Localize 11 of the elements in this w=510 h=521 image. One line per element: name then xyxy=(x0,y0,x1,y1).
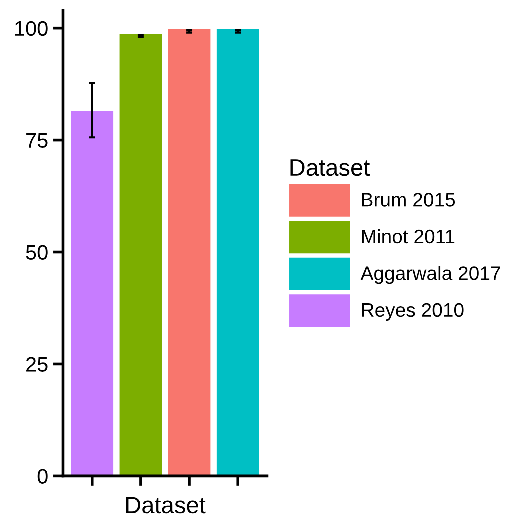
x-axis-title: Dataset xyxy=(126,497,206,514)
y-tick-label: 0 xyxy=(38,469,48,484)
legend-label: Brum 2015 xyxy=(362,193,456,207)
y-tick-label: 100 xyxy=(15,21,48,36)
y-tick-label: 75 xyxy=(26,134,48,148)
y-tick-label: 50 xyxy=(26,245,48,260)
legend-label: Aggarwala 2017 xyxy=(360,266,500,284)
legend-label: Minot 2011 xyxy=(362,229,455,244)
legend-label: Reyes 2010 xyxy=(362,303,464,321)
legend-title: Dataset xyxy=(290,160,370,176)
y-tick-label: 25 xyxy=(26,357,48,372)
